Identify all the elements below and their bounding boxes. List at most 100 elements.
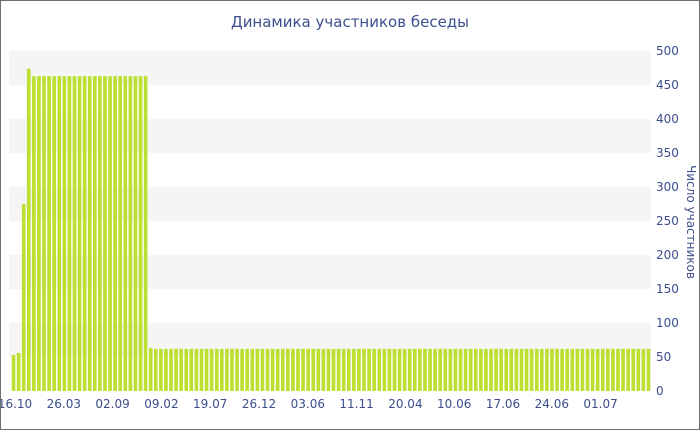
bar [148,348,153,391]
bar [611,348,615,391]
y-axis-ticks: 0 50 100 150 200 250 300 350 400 450 500 [656,44,679,398]
bar [123,76,128,391]
bar [240,348,244,391]
bar [316,348,321,391]
bar [494,348,498,391]
bar [37,76,41,391]
bar [367,348,371,391]
bar [346,348,351,391]
bar [159,348,163,391]
bar [87,76,92,391]
x-tick-label: 10.06 [437,397,471,411]
bar [484,348,488,391]
x-tick-label: 02.09 [95,397,129,411]
bar [291,348,295,391]
bar [555,348,559,391]
y-tick-label: 350 [656,146,679,160]
bar [519,348,524,391]
x-tick-label: 03.06 [291,397,325,411]
bar [479,348,483,391]
bar [600,348,605,391]
bar [585,348,590,391]
x-tick-label: 01.07 [583,397,617,411]
bar [438,348,443,391]
bar [560,348,564,391]
bar [570,348,575,391]
bar [473,348,478,391]
x-tick-label: 20.04 [388,397,422,411]
bar [26,68,31,392]
bar [311,348,316,391]
bar [341,348,346,391]
bar [621,348,625,391]
x-tick-label: 09.02 [144,397,178,411]
y-tick-label: 100 [656,316,679,330]
bar [468,348,473,391]
x-tick-label: 24.06 [535,397,569,411]
bar [98,76,102,391]
bar [296,348,300,391]
bar [545,348,549,391]
y-tick-label: 450 [656,78,679,92]
bar [509,348,514,391]
bar [77,76,82,391]
bar [270,348,275,391]
bar [153,348,158,391]
bar [565,348,570,391]
bar [606,348,610,391]
bar [443,348,448,391]
bar [382,348,387,391]
bar [453,348,458,391]
y-tick-label: 150 [656,282,679,296]
bar [407,348,412,391]
bar [62,76,67,391]
bar [616,348,620,391]
bar [402,348,407,391]
bar [524,348,529,391]
bar [21,204,26,391]
bar [194,348,199,391]
bar [52,76,57,391]
bar [138,76,143,391]
bar [225,348,229,391]
bar [219,348,224,391]
bar [550,348,554,391]
bar [72,76,77,391]
bar [128,76,133,391]
bar [428,348,432,391]
bar [646,348,651,391]
bar [458,348,463,391]
bar [250,348,255,391]
bar [275,348,280,391]
bar [529,348,534,391]
x-tick-label: 11.11 [339,397,373,411]
x-tick-label: 16.10 [1,397,32,411]
bar [286,348,290,391]
bar [504,348,509,391]
bar [636,348,641,391]
bar [326,348,331,391]
bar [57,76,62,391]
x-tick-label: 26.12 [242,397,276,411]
bar [255,348,260,391]
bar [631,348,636,391]
bar [108,76,112,391]
bar [214,348,219,391]
bar [448,348,453,391]
bar [235,348,239,391]
bar [362,348,366,391]
bar [47,76,51,391]
bar [32,76,36,391]
bar [113,76,117,391]
y-tick-label: 50 [656,350,671,364]
bar [301,348,305,391]
y-tick-label: 400 [656,112,679,126]
bar [42,76,46,391]
x-tick-label: 26.03 [47,397,81,411]
bar [580,348,585,391]
x-axis-ticks: 16.10 26.03 02.09 09.02 19.07 26.12 03.06 11.11… [1,397,618,411]
bar [499,348,503,391]
bar [245,348,250,391]
bar [372,348,377,391]
y-tick-label: 0 [656,384,664,398]
